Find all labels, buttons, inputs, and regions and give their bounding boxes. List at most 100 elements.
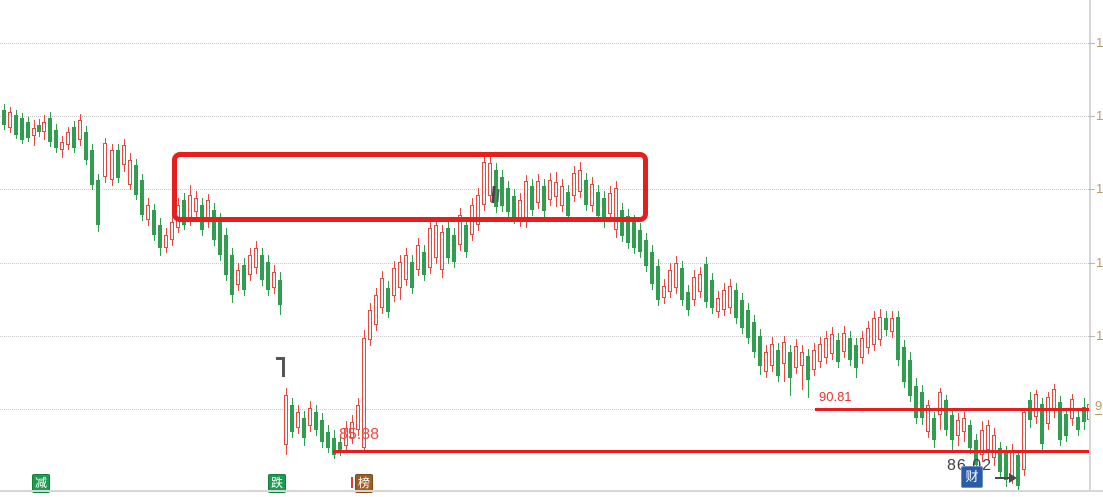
candlestick — [428, 228, 432, 268]
candlestick — [896, 317, 900, 360]
candlestick — [800, 352, 804, 366]
candlestick — [254, 248, 258, 268]
candlestick — [66, 132, 70, 145]
candlestick — [734, 290, 738, 318]
candlestick — [290, 405, 294, 432]
y-axis-tick — [1089, 189, 1095, 190]
candlestick — [980, 430, 984, 455]
candlestick — [812, 350, 816, 370]
candlestick — [596, 192, 600, 216]
y-axis-tick — [1089, 263, 1095, 264]
candlestick — [926, 405, 930, 432]
candlestick — [158, 225, 162, 248]
candlestick — [272, 272, 276, 288]
y-axis-tick — [1089, 336, 1095, 337]
candlestick — [626, 216, 630, 243]
candlestick — [656, 266, 660, 300]
candlestick — [170, 222, 174, 240]
candlestick — [950, 415, 954, 440]
candlestick — [404, 255, 408, 280]
candlestick — [440, 232, 444, 270]
candlestick — [362, 338, 366, 448]
candlestick — [218, 220, 222, 255]
candlestick — [548, 180, 552, 200]
candlestick — [764, 352, 768, 372]
event-marker-fall[interactable]: 跌 — [268, 474, 286, 493]
candlestick — [236, 270, 240, 285]
candlestick — [54, 130, 58, 148]
news-flag-finance[interactable]: 财 — [961, 466, 983, 488]
gridline — [0, 336, 1089, 337]
candlestick — [560, 186, 564, 206]
candlestick — [1004, 452, 1008, 480]
event-marker-ranking[interactable]: 榜 — [355, 474, 373, 493]
candlestick — [416, 245, 420, 270]
candlestick — [494, 170, 498, 207]
candlestick — [103, 143, 107, 177]
candlestick — [398, 262, 402, 288]
resistance-price-label: 90.81 — [819, 389, 852, 404]
candlestick — [824, 338, 828, 358]
candlestick — [422, 252, 426, 275]
candlestick — [1082, 407, 1086, 422]
candlestick — [692, 277, 696, 300]
pen-mark — [276, 357, 284, 360]
candlestick — [608, 193, 612, 214]
candlestick — [284, 395, 288, 445]
candlestick — [668, 270, 672, 292]
y-axis-label-fragment: 1 — [1096, 35, 1103, 50]
candlestick — [1040, 404, 1044, 444]
candlestick — [686, 292, 690, 310]
candlestick — [512, 196, 516, 218]
candlestick — [848, 338, 852, 360]
candlestick — [42, 122, 46, 132]
candlestick — [2, 110, 6, 125]
candlestick — [578, 170, 582, 192]
candlestick — [194, 198, 198, 212]
candlestick — [230, 255, 234, 295]
y-axis-tick — [1089, 116, 1095, 117]
candlestick — [332, 438, 336, 455]
candlestick — [638, 230, 642, 252]
candlestick — [632, 222, 636, 248]
candlestick — [542, 186, 546, 211]
candlestick — [650, 252, 654, 284]
candlestick — [350, 422, 354, 438]
candlestick — [500, 177, 504, 206]
candlestick — [248, 255, 252, 275]
candlestick — [890, 318, 894, 332]
candlestick — [308, 408, 312, 426]
candlestick — [182, 200, 186, 225]
candlestick — [860, 338, 864, 358]
y-axis-current-price-fragment: 9 — [1095, 398, 1103, 415]
candlestick — [698, 274, 702, 292]
candlestick — [60, 142, 64, 150]
gridline — [0, 409, 1089, 410]
candlestick — [584, 180, 588, 205]
candlestick — [116, 150, 120, 178]
candlestick — [788, 352, 792, 378]
candlestick — [776, 350, 780, 376]
candlestick — [746, 310, 750, 338]
y-axis-label-fragment: 1 — [1096, 328, 1103, 343]
candlestick — [1076, 417, 1080, 430]
candlestick — [242, 265, 246, 290]
candlestick — [1058, 402, 1062, 440]
y-axis-label-fragment: 1 — [1096, 181, 1103, 196]
candlestick — [704, 264, 708, 302]
candlestick — [434, 225, 438, 258]
y-axis-line — [1089, 0, 1091, 491]
candlestick — [710, 280, 714, 308]
candle-wick — [801, 345, 803, 390]
candlestick — [224, 235, 228, 275]
candlestick — [536, 181, 540, 203]
candlestick — [872, 318, 876, 345]
candlestick — [380, 278, 384, 308]
candlestick — [1064, 414, 1068, 436]
candlestick — [410, 262, 414, 288]
candlestick — [392, 268, 396, 296]
event-marker-reduce[interactable]: 减 — [32, 474, 50, 493]
callout-arrow-head-icon — [1009, 473, 1017, 483]
candlestick — [164, 235, 168, 248]
candlestick — [344, 428, 348, 446]
